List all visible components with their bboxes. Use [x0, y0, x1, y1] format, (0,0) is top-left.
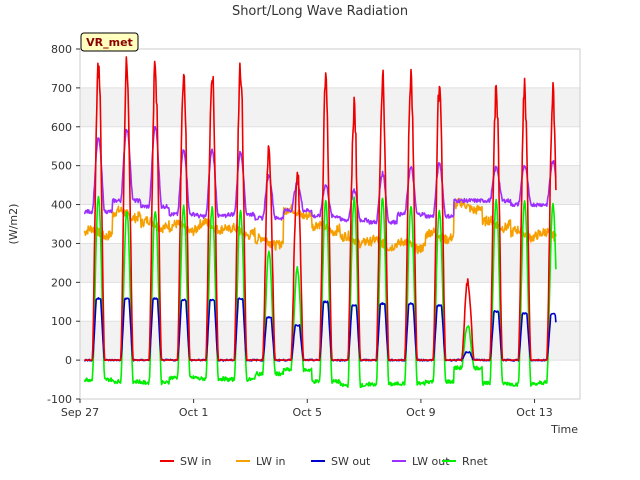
x-tick-label: Oct 13: [516, 406, 553, 419]
legend-item-rnet: Rnet: [442, 455, 488, 468]
x-tick-label: Oct 5: [293, 406, 323, 419]
series-line-rnet: [83, 195, 557, 389]
site-badge-label: VR_met: [86, 36, 133, 49]
plot-frame: [79, 48, 581, 400]
y-tick-label: 0: [65, 354, 72, 367]
y-axis-ticks: -100 0 100 200 300 400 500 600 700 800: [47, 43, 80, 406]
series-line-sw-in: [84, 56, 557, 361]
series-layer: [83, 56, 557, 389]
y-tick-label: -100: [47, 393, 72, 406]
chart-title: Short/Long Wave Radiation: [232, 4, 408, 19]
legend-label: SW in: [180, 455, 211, 468]
legend-label: LW in: [256, 455, 286, 468]
series-line-lw-out: [83, 126, 557, 225]
site-badge: VR_met: [80, 32, 139, 52]
y-tick-label: 200: [51, 276, 72, 289]
y-tick-label: 700: [51, 82, 72, 95]
series-line-lw-in: [83, 197, 557, 255]
y-tick-label: 800: [51, 43, 72, 56]
legend-item-lw-in: LW in: [236, 455, 286, 468]
y-axis-label: (W/m2): [7, 204, 20, 245]
legend-label: LW out: [412, 455, 450, 468]
y-tick-label: 500: [51, 160, 72, 173]
y-tick-label: 300: [51, 237, 72, 250]
y-tick-label: 400: [51, 199, 72, 212]
y-tick-label: 100: [51, 315, 72, 328]
x-tick-label: Sep 27: [61, 406, 99, 419]
x-tick-label: Oct 1: [179, 406, 209, 419]
x-axis-ticks: Sep 27 Oct 1 Oct 5 Oct 9 Oct 13: [61, 399, 553, 419]
legend-item-lw-out: LW out: [392, 455, 450, 468]
y-tick-label: 600: [51, 121, 72, 134]
legend: SW in LW in SW out LW out Rnet: [160, 455, 488, 468]
legend-item-sw-in: SW in: [160, 455, 211, 468]
x-tick-label: Oct 9: [406, 406, 436, 419]
legend-label: Rnet: [462, 455, 488, 468]
legend-item-sw-out: SW out: [311, 455, 371, 468]
background-band: [80, 87, 580, 127]
x-axis-label: Time: [550, 423, 578, 436]
background-band: [80, 165, 580, 205]
legend-label: SW out: [331, 455, 371, 468]
